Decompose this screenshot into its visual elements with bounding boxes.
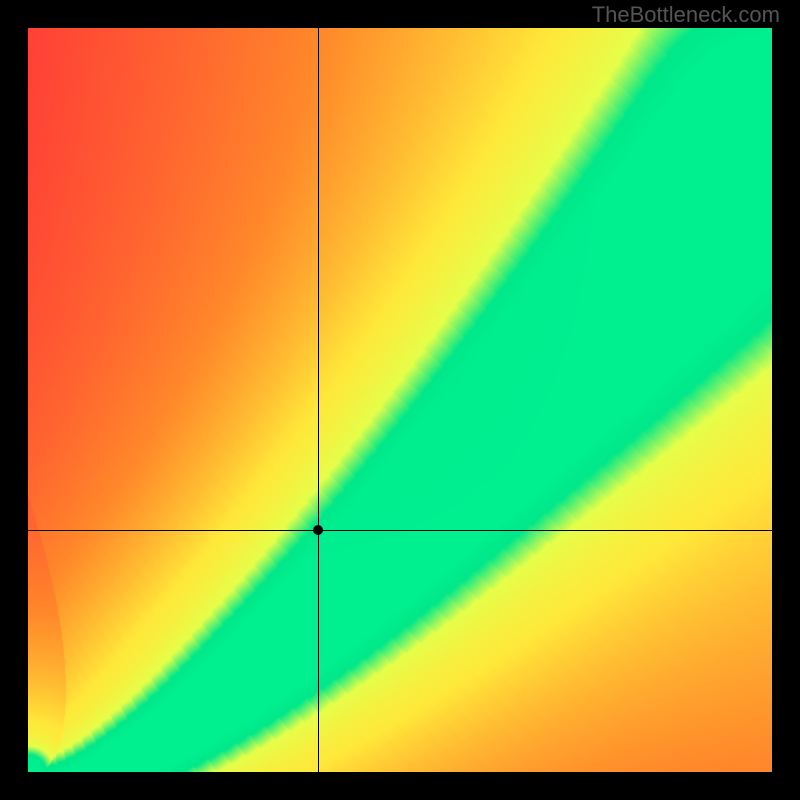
- crosshair-vertical: [318, 28, 319, 772]
- heatmap-canvas: [28, 28, 772, 772]
- crosshair-horizontal: [28, 530, 772, 531]
- watermark-text: TheBottleneck.com: [592, 2, 780, 28]
- heatmap-plot: [28, 28, 772, 772]
- chart-container: TheBottleneck.com: [0, 0, 800, 800]
- data-point-marker: [313, 525, 323, 535]
